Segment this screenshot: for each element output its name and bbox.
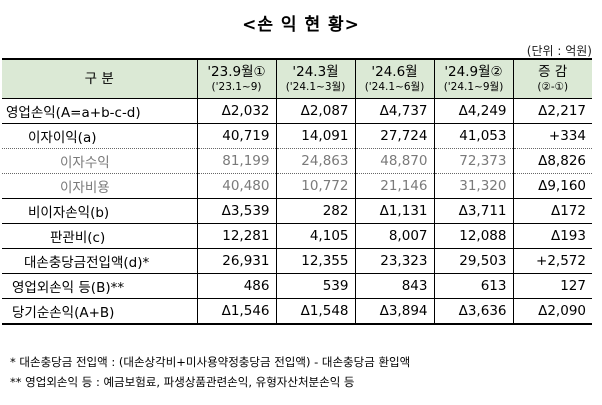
- cell: 282: [275, 198, 355, 224]
- row-label: 영업손익(A=a+b-c-d): [2, 98, 197, 124]
- cell: Δ4,737: [354, 98, 434, 124]
- cell: Δ1,546: [196, 298, 276, 325]
- table-row: 영업손익(A=a+b-c-d) Δ2,032 Δ2,087 Δ4,737 Δ4,…: [2, 98, 592, 124]
- cell: Δ9,160: [512, 173, 592, 199]
- row-label: 이자수익: [2, 148, 197, 174]
- row-label: 이자이익(a): [2, 123, 197, 149]
- cell: 23,323: [354, 248, 434, 274]
- row-label: 이자비용: [2, 173, 197, 199]
- page-title: <손 익 현 황>: [242, 15, 360, 35]
- unit-label: (단위 : 억원): [526, 44, 592, 58]
- cell: Δ3,636: [433, 298, 513, 325]
- header-col-1: '23.9월① ('23.1~9): [196, 58, 276, 99]
- row-label: 영업외손익 등(B)**: [2, 273, 197, 299]
- table-row: 이자비용 40,480 10,772 21,146 31,320 Δ9,160: [2, 173, 592, 199]
- cell: 72,373: [433, 148, 513, 174]
- cell: 41,053: [433, 123, 513, 149]
- table-row: 영업외손익 등(B)** 486 539 843 613 127: [2, 273, 592, 299]
- cell: 12,355: [275, 248, 355, 274]
- cell: 4,105: [275, 223, 355, 249]
- table-row: 비이자손익(b) Δ3,539 282 Δ1,131 Δ3,711 Δ172: [2, 198, 592, 224]
- header-col-4: '24.9월② ('24.1~9월): [433, 58, 513, 99]
- cell: 40,719: [196, 123, 276, 149]
- cell: 24,863: [275, 148, 355, 174]
- cell: 26,931: [196, 248, 276, 274]
- footnote-2: ** 영업외손익 등 : 예금보험료, 파생상품관련손익, 유형자산처분손익 등: [10, 375, 355, 389]
- header-col-2: '24.3월 ('24.1~3월): [275, 58, 355, 99]
- cell: 539: [275, 273, 355, 299]
- cell: 31,320: [433, 173, 513, 199]
- cell: 14,091: [275, 123, 355, 149]
- cell: 127: [512, 273, 592, 299]
- header-col-5: 증 감 (②-①): [512, 58, 592, 99]
- cell: Δ4,249: [433, 98, 513, 124]
- cell: +334: [512, 123, 592, 149]
- cell: Δ1,548: [275, 298, 355, 325]
- header-col-3: '24.6월 ('24.1~6월): [354, 58, 434, 99]
- table-row: 이자이익(a) 40,719 14,091 27,724 41,053 +334: [2, 123, 592, 149]
- cell: 21,146: [354, 173, 434, 199]
- cell: Δ8,826: [512, 148, 592, 174]
- cell: 12,088: [433, 223, 513, 249]
- footnote-1: * 대손충당금 전입액 : (대손상각비+미사용약정충당금 전입액) - 대손충…: [10, 355, 411, 369]
- cell: 486: [196, 273, 276, 299]
- cell: Δ1,131: [354, 198, 434, 224]
- cell: Δ3,539: [196, 198, 276, 224]
- row-label: 당기순손익(A+B): [2, 298, 197, 325]
- cell: +2,572: [512, 248, 592, 274]
- cell: Δ2,087: [275, 98, 355, 124]
- table-row: 대손충당금전입액(d)* 26,931 12,355 23,323 29,503…: [2, 248, 592, 274]
- cell: 12,281: [196, 223, 276, 249]
- cell: 81,199: [196, 148, 276, 174]
- cell: Δ2,032: [196, 98, 276, 124]
- income-table: 구 분 '23.9월① ('23.1~9) '24.3월 ('24.1~3월) '2…: [2, 58, 592, 325]
- cell: 27,724: [354, 123, 434, 149]
- row-label: 비이자손익(b): [2, 198, 197, 224]
- table-row: 판관비(c) 12,281 4,105 8,007 12,088 Δ193: [2, 223, 592, 249]
- cell: Δ193: [512, 223, 592, 249]
- cell: Δ3,894: [354, 298, 434, 325]
- cell: 29,503: [433, 248, 513, 274]
- cell: 48,870: [354, 148, 434, 174]
- cell: Δ172: [512, 198, 592, 224]
- table-header-row: 구 분 '23.9월① ('23.1~9) '24.3월 ('24.1~3월) '2…: [2, 58, 592, 99]
- table-row: 이자수익 81,199 24,863 48,870 72,373 Δ8,826: [2, 148, 592, 174]
- cell: Δ2,090: [512, 298, 592, 325]
- cell: 613: [433, 273, 513, 299]
- cell: 843: [354, 273, 434, 299]
- cell: 10,772: [275, 173, 355, 199]
- row-label: 대손충당금전입액(d)*: [2, 248, 197, 274]
- cell: Δ2,217: [512, 98, 592, 124]
- row-label: 판관비(c): [2, 223, 197, 249]
- header-label: 구 분: [2, 58, 197, 99]
- table-row: 당기순손익(A+B) Δ1,546 Δ1,548 Δ3,894 Δ3,636 Δ…: [2, 298, 592, 325]
- cell: 8,007: [354, 223, 434, 249]
- cell: 40,480: [196, 173, 276, 199]
- footnotes: * 대손충당금 전입액 : (대손상각비+미사용약정충당금 전입액) - 대손충…: [10, 352, 410, 392]
- cell: Δ3,711: [433, 198, 513, 224]
